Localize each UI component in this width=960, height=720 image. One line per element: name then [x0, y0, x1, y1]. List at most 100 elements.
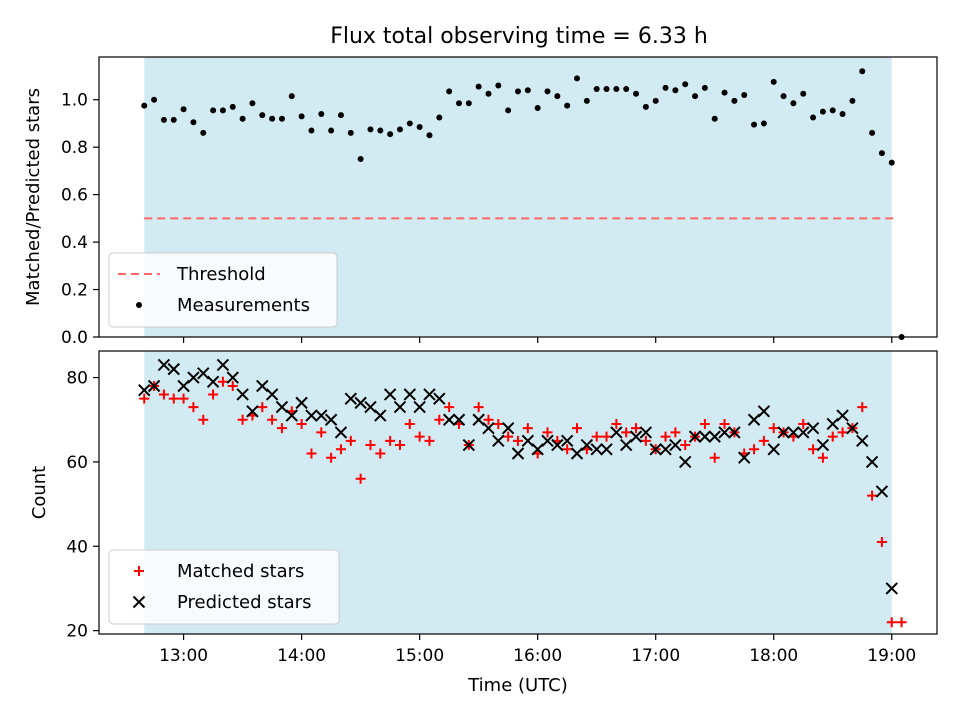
- y-tick-label: 0.8: [61, 138, 88, 158]
- measurement-point: [819, 108, 826, 115]
- x-tick-label: 15:00: [395, 646, 444, 666]
- matched-stars-point: [827, 431, 838, 442]
- matched-stars-point: [798, 418, 809, 429]
- measurement-point: [396, 126, 403, 133]
- measurement-point: [141, 102, 148, 109]
- predicted-stars-point: [501, 421, 515, 435]
- measurement-point: [593, 86, 600, 93]
- measurement-point: [190, 119, 197, 126]
- measurement-point: [849, 97, 856, 104]
- measurement-point: [741, 91, 748, 98]
- predicted-stars-point: [147, 379, 161, 393]
- measurement-point: [180, 106, 187, 113]
- predicted-stars-point: [649, 443, 662, 456]
- matched-stars-point: [404, 418, 415, 429]
- matched-stars-point: [208, 389, 219, 400]
- matched-stars-point: [434, 414, 445, 425]
- measurement-point: [446, 88, 453, 95]
- predicted-stars-point: [354, 396, 367, 410]
- legend-predicted-swatch: [132, 595, 146, 609]
- measurement-point: [888, 159, 895, 166]
- x-tick-label: 19:00: [867, 646, 916, 666]
- matched-stars-point: [709, 452, 720, 463]
- predicted-stars-point: [816, 438, 830, 452]
- matched-stars-point: [424, 435, 435, 446]
- matched-stars-point: [562, 444, 573, 455]
- predicted-stars-point: [639, 426, 653, 439]
- measurement-point: [455, 100, 462, 107]
- matched-stars-point: [394, 440, 405, 451]
- predicted-stars-point: [797, 426, 810, 439]
- measurement-point: [760, 120, 767, 127]
- predicted-stars-point: [698, 430, 712, 443]
- predicted-stars-point: [865, 455, 879, 469]
- predicted-stars-point: [659, 443, 672, 456]
- measurement-point: [308, 127, 315, 134]
- predicted-stars-point: [383, 388, 397, 401]
- legend-label: Matched stars: [177, 561, 304, 582]
- predicted-stars-point: [285, 409, 298, 422]
- predicted-stars-point: [787, 426, 800, 439]
- measurement-point: [505, 107, 512, 114]
- measurement-point: [357, 156, 364, 163]
- measurement-point: [495, 82, 502, 89]
- measurement-point: [465, 100, 472, 107]
- measurement-point: [810, 114, 817, 121]
- measurement-point: [406, 120, 413, 127]
- measurement-point: [682, 81, 689, 88]
- matched-stars-point: [631, 423, 642, 434]
- matched-stars-point: [316, 427, 327, 438]
- x-tick-label: 18:00: [749, 646, 798, 666]
- measurement-point: [328, 127, 335, 134]
- matched-stars-point: [867, 490, 878, 501]
- measurement-point: [436, 114, 443, 121]
- measurement-point: [377, 127, 384, 134]
- matched-stars-point: [414, 431, 425, 442]
- predicted-stars-point: [885, 582, 898, 595]
- measurement-point: [269, 115, 276, 122]
- legend-measurements-swatch: [136, 302, 142, 308]
- predicted-stars-point: [265, 388, 279, 401]
- y-axis-label: Matched/Predicted stars: [23, 88, 44, 306]
- measurement-point: [800, 90, 807, 97]
- measurement-point: [278, 115, 285, 122]
- legend-label: Measurements: [177, 295, 310, 316]
- measurement-point: [485, 90, 492, 97]
- matched-stars-point: [267, 414, 278, 425]
- measurement-point: [672, 87, 679, 94]
- measurement-point: [554, 93, 561, 100]
- matched-stars-point: [178, 393, 189, 404]
- matched-stars-point: [857, 402, 868, 413]
- matched-stars-point: [640, 435, 651, 446]
- predicted-stars-point: [236, 388, 249, 401]
- measurement-point: [534, 105, 541, 112]
- matched-stars-point: [837, 427, 848, 438]
- predicted-stars-point: [560, 434, 574, 448]
- matched-stars-point: [198, 414, 209, 425]
- measurement-point: [603, 86, 610, 93]
- measurement-point: [574, 75, 581, 82]
- measurement-point: [347, 129, 354, 136]
- predicted-stars-point: [423, 388, 436, 401]
- matched-stars-point: [886, 617, 897, 628]
- predicted-stars-point: [374, 409, 387, 422]
- measurement-point: [829, 107, 836, 114]
- predicted-stars-point: [551, 438, 564, 452]
- measurement-point: [770, 78, 777, 85]
- measurement-point: [416, 124, 423, 130]
- predicted-stars-point: [452, 413, 466, 426]
- predicted-stars-point: [610, 426, 623, 439]
- measurements-series: [141, 68, 905, 340]
- matched-stars-point: [385, 435, 396, 446]
- predicted-stars-point: [315, 409, 328, 422]
- matched-stars-point: [276, 423, 287, 434]
- flux-ratio-panel: 0.0 0.2 0.4 0.6 0.8 1.0 Matched/Predicted star…: [23, 56, 938, 348]
- matched-stars-point: [375, 448, 386, 459]
- predicted-stars-point: [600, 443, 613, 456]
- predicted-stars-point: [708, 430, 721, 443]
- measurement-point: [613, 86, 620, 93]
- predicted-stars-point: [393, 400, 407, 414]
- measurement-point: [210, 107, 217, 114]
- matched-stars-point: [601, 431, 612, 442]
